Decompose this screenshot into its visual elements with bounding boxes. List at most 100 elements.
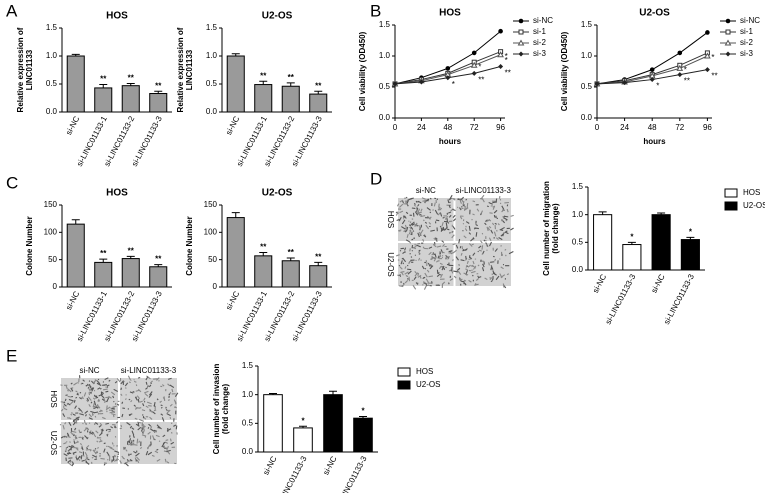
cell [131, 427, 135, 430]
bar [149, 266, 168, 288]
significance-label: ** [155, 81, 162, 90]
cell [406, 226, 409, 232]
cell [430, 263, 433, 267]
cell [62, 424, 65, 430]
chart-title: HOS [106, 188, 128, 199]
legend-label: HOS [416, 367, 433, 376]
cell [468, 225, 471, 231]
cell [105, 406, 111, 411]
cell [417, 208, 421, 214]
cell [146, 444, 151, 450]
cell [93, 433, 97, 438]
cell [428, 251, 432, 256]
cell [161, 384, 165, 387]
cell [113, 400, 115, 403]
cell [165, 439, 169, 441]
cell [114, 425, 116, 428]
cell [112, 405, 117, 408]
cell [147, 431, 151, 435]
marker [704, 67, 710, 73]
cell [430, 257, 435, 261]
cell [470, 237, 475, 242]
cell [414, 270, 418, 275]
marker [649, 67, 655, 72]
marker [392, 81, 398, 87]
x-tick-label: 96 [496, 123, 505, 132]
cell [492, 270, 495, 274]
cell [447, 221, 450, 224]
cell [67, 395, 72, 398]
y-axis-label: Cell viability (OD450) [358, 31, 367, 111]
cell [474, 283, 479, 286]
cell [91, 387, 95, 392]
cell [72, 413, 76, 416]
bar [94, 261, 113, 288]
cell [106, 397, 110, 403]
cell [451, 231, 454, 233]
panel-label: B [370, 1, 381, 20]
y-tick-label: 0.0 [242, 447, 254, 456]
cell [458, 207, 462, 211]
cell [146, 401, 152, 405]
cell [490, 229, 494, 234]
cell [67, 389, 69, 392]
cell [439, 225, 442, 228]
cell [153, 402, 156, 407]
cell [472, 274, 474, 277]
cell [83, 419, 86, 424]
cell [129, 453, 132, 456]
cell [441, 251, 445, 254]
cell [76, 393, 79, 396]
error-bar [259, 252, 268, 256]
cell [103, 462, 108, 464]
cell [171, 388, 174, 393]
cell [114, 403, 117, 405]
cell [460, 252, 463, 256]
cell [145, 405, 149, 409]
error-bar [359, 415, 367, 419]
cell [478, 249, 482, 252]
bar [323, 394, 343, 453]
cell [88, 417, 93, 420]
cell [504, 230, 508, 234]
x-tick-label: si-LINC01133-3 [130, 289, 164, 343]
cell [92, 397, 96, 400]
cell [410, 256, 413, 258]
cell [79, 391, 82, 394]
cell [404, 224, 408, 229]
cell [70, 382, 73, 385]
y-tick-label: 0.5 [581, 82, 593, 91]
cell [466, 260, 469, 264]
significance-label: * [452, 80, 455, 89]
cell [490, 261, 495, 263]
cell [97, 446, 100, 449]
cell [120, 424, 123, 428]
y-tick-label: 100 [44, 227, 58, 236]
cell [135, 459, 138, 462]
cell [149, 416, 153, 420]
cell [114, 457, 119, 462]
cell [441, 221, 444, 227]
cell [94, 447, 97, 450]
cell [87, 387, 91, 392]
cell [173, 424, 177, 427]
cell [431, 281, 433, 284]
cell [428, 275, 434, 278]
cell [409, 248, 411, 252]
marker [498, 28, 503, 34]
cell [120, 380, 125, 385]
cell [464, 258, 468, 261]
cell [419, 275, 422, 279]
cell [409, 221, 412, 224]
cell [475, 278, 480, 281]
cell [464, 228, 468, 232]
cell [75, 390, 78, 393]
legend-label: si-2 [740, 38, 753, 47]
cell [501, 209, 505, 213]
cell [458, 278, 463, 281]
cell [71, 430, 77, 433]
cell [436, 245, 442, 248]
cell [97, 412, 100, 415]
cell [63, 407, 68, 411]
legend-swatch [724, 201, 738, 211]
